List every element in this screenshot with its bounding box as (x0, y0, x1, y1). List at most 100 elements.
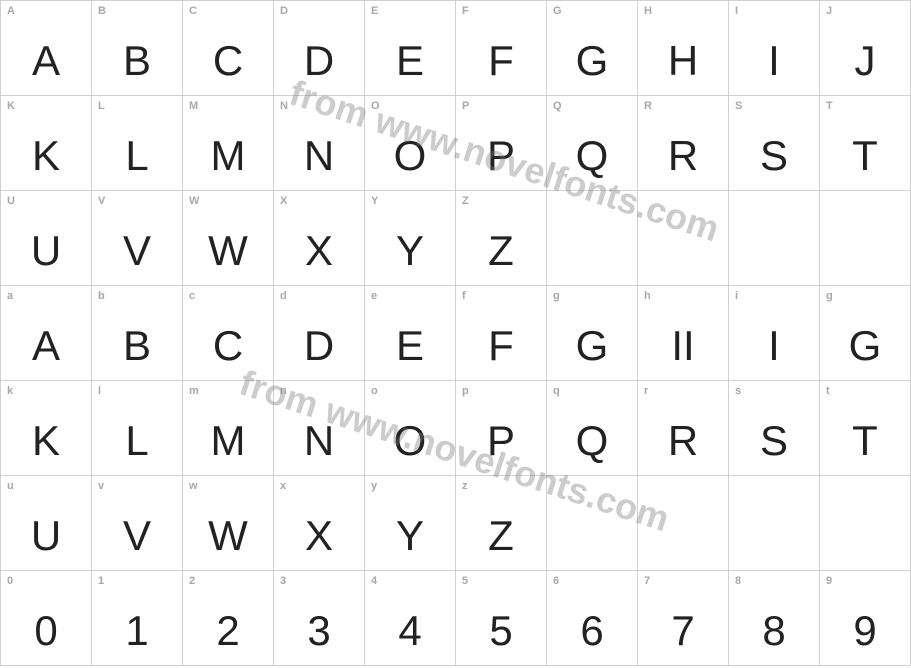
cell-key-label: m (189, 385, 199, 397)
glyph-cell: WW (183, 191, 274, 286)
cell-key-label: 7 (644, 575, 650, 587)
glyph-cell: fF (456, 286, 547, 381)
cell-glyph: 4 (365, 607, 455, 655)
glyph-cell: qQ (547, 381, 638, 476)
cell-key-label: R (644, 100, 652, 112)
cell-key-label: U (7, 195, 15, 207)
cell-glyph: V (92, 227, 182, 275)
glyph-cell: aA (1, 286, 92, 381)
cell-key-label: V (98, 195, 105, 207)
cell-glyph: 3 (274, 607, 364, 655)
cell-key-label: L (98, 100, 105, 112)
glyph-cell: tT (820, 381, 911, 476)
glyph-cell: lL (92, 381, 183, 476)
cell-key-label: E (371, 5, 378, 17)
glyph-cell: eE (365, 286, 456, 381)
cell-glyph: 8 (729, 607, 819, 655)
cell-key-label: 1 (98, 575, 104, 587)
glyph-cell: VV (92, 191, 183, 286)
glyph-cell: JJ (820, 1, 911, 96)
cell-glyph: Y (365, 227, 455, 275)
cell-key-label: i (735, 290, 738, 302)
glyph-cell: OO (365, 96, 456, 191)
glyph-cell: QQ (547, 96, 638, 191)
glyph-cell: CC (183, 1, 274, 96)
glyph-cell: zZ (456, 476, 547, 571)
cell-glyph: W (183, 512, 273, 560)
cell-glyph: D (274, 37, 364, 85)
cell-key-label: v (98, 480, 104, 492)
cell-glyph: Q (547, 132, 637, 180)
cell-key-label: D (280, 5, 288, 17)
cell-key-label: k (7, 385, 13, 397)
glyph-cell: FF (456, 1, 547, 96)
cell-key-label: l (98, 385, 101, 397)
cell-glyph: L (92, 417, 182, 465)
cell-key-label: w (189, 480, 198, 492)
glyph-cell: sS (729, 381, 820, 476)
glyph-cell: bB (92, 286, 183, 381)
cell-key-label: 6 (553, 575, 559, 587)
cell-glyph: T (820, 417, 910, 465)
cell-glyph: 1 (92, 607, 182, 655)
cell-key-label: M (189, 100, 198, 112)
cell-glyph: G (820, 322, 910, 370)
cell-key-label: I (735, 5, 738, 17)
cell-key-label: e (371, 290, 377, 302)
cell-key-label: r (644, 385, 648, 397)
cell-glyph: X (274, 512, 364, 560)
cell-glyph: T (820, 132, 910, 180)
glyph-cell (729, 191, 820, 286)
cell-key-label: a (7, 290, 13, 302)
cell-key-label: t (826, 385, 830, 397)
glyph-cell: cC (183, 286, 274, 381)
glyph-cell: LL (92, 96, 183, 191)
cell-glyph: Z (456, 512, 546, 560)
cell-glyph: B (92, 322, 182, 370)
cell-glyph: 9 (820, 607, 910, 655)
cell-glyph: U (1, 512, 91, 560)
cell-glyph: I (729, 37, 819, 85)
cell-glyph: E (365, 37, 455, 85)
cell-glyph: P (456, 417, 546, 465)
cell-glyph: 2 (183, 607, 273, 655)
cell-key-label: Z (462, 195, 469, 207)
cell-glyph: S (729, 132, 819, 180)
glyph-grid: AABBCCDDEEFFGGHHIIJJKKLLMMNNOOPPQQRRSSTT… (0, 0, 911, 666)
cell-key-label: s (735, 385, 741, 397)
cell-key-label: 0 (7, 575, 13, 587)
glyph-cell (638, 191, 729, 286)
glyph-cell: 77 (638, 571, 729, 666)
cell-key-label: 5 (462, 575, 468, 587)
cell-glyph: W (183, 227, 273, 275)
cell-glyph: O (365, 132, 455, 180)
glyph-cell: HH (638, 1, 729, 96)
glyph-cell: TT (820, 96, 911, 191)
cell-key-label: J (826, 5, 832, 17)
glyph-cell: 55 (456, 571, 547, 666)
glyph-cell: 00 (1, 571, 92, 666)
glyph-cell: 88 (729, 571, 820, 666)
cell-key-label: f (462, 290, 466, 302)
cell-glyph: 6 (547, 607, 637, 655)
cell-glyph: S (729, 417, 819, 465)
glyph-cell: NN (274, 96, 365, 191)
cell-key-label: 4 (371, 575, 377, 587)
cell-key-label: F (462, 5, 469, 17)
cell-glyph: Z (456, 227, 546, 275)
cell-glyph: G (547, 37, 637, 85)
glyph-cell: nN (274, 381, 365, 476)
glyph-cell (547, 191, 638, 286)
cell-glyph: B (92, 37, 182, 85)
cell-key-label: S (735, 100, 742, 112)
cell-key-label: 8 (735, 575, 741, 587)
glyph-cell: YY (365, 191, 456, 286)
cell-glyph: G (547, 322, 637, 370)
glyph-cell: XX (274, 191, 365, 286)
glyph-cell: EE (365, 1, 456, 96)
cell-glyph: O (365, 417, 455, 465)
glyph-cell: gG (820, 286, 911, 381)
cell-key-label: X (280, 195, 287, 207)
glyph-cell: oO (365, 381, 456, 476)
cell-glyph: I (729, 322, 819, 370)
